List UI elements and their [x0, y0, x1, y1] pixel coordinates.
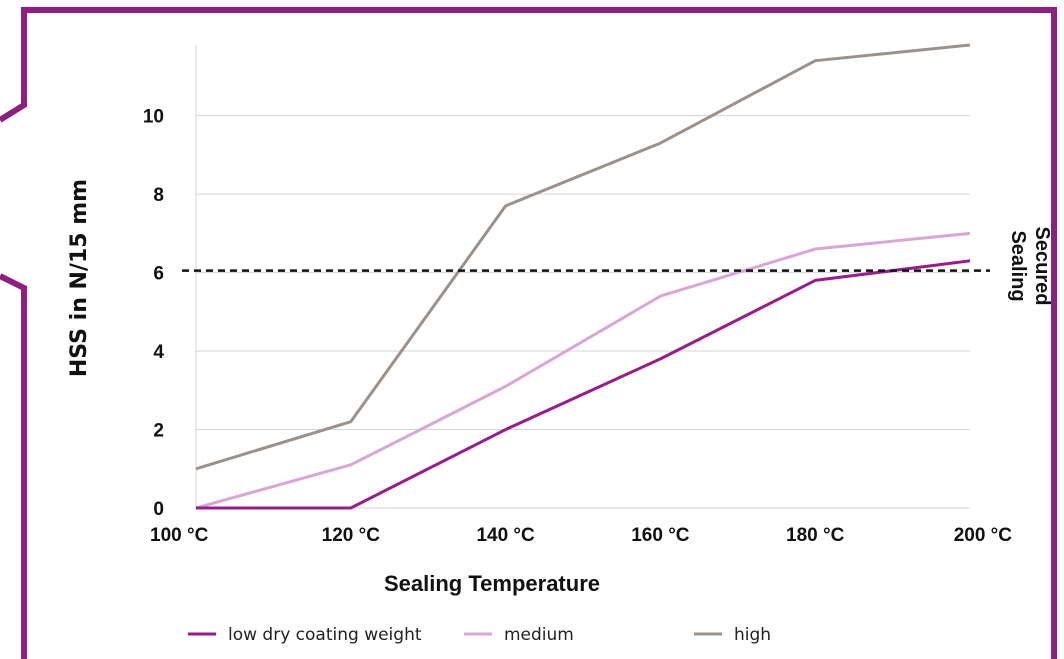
legend-label: high	[734, 625, 771, 645]
frame-top-border	[0, 7, 1057, 659]
y-tick-label: 0	[153, 499, 164, 520]
x-tick-label: 180 °C	[786, 525, 845, 546]
y-tick-label: 4	[153, 342, 164, 363]
y-tick-labels: 0 2 4 6 8 10	[143, 107, 165, 520]
legend: low dry coating weight medium high	[188, 625, 771, 645]
legend-label: medium	[504, 625, 574, 645]
series-line-2	[195, 43, 971, 471]
reference-label-secured: Secured	[1031, 227, 1053, 306]
reference-line-group: Secured Sealing	[182, 227, 1053, 306]
y-tick-label: 6	[153, 264, 164, 285]
x-tick-label: 100 °C	[150, 525, 209, 546]
series-line-1	[195, 231, 971, 510]
y-axis-title: HSS in N/15 mm	[67, 179, 92, 377]
y-tick-label: 8	[153, 185, 164, 206]
x-axis-title: Sealing Temperature	[384, 571, 600, 596]
series-line-0	[196, 259, 971, 510]
frame-left-border	[0, 273, 27, 659]
series-lines	[195, 43, 971, 510]
y-tick-label: 2	[153, 421, 164, 442]
x-tick-label: 120 °C	[322, 525, 381, 546]
reference-label-sealing: Sealing	[1007, 230, 1029, 301]
x-tick-labels: 100 °C 120 °C 140 °C 160 °C 180 °C 200 °C	[150, 525, 1012, 546]
y-tick-label: 10	[143, 107, 164, 128]
x-tick-label: 200 °C	[954, 525, 1013, 546]
x-tick-label: 160 °C	[631, 525, 690, 546]
legend-label: low dry coating weight	[228, 625, 422, 645]
x-tick-label: 140 °C	[476, 525, 535, 546]
